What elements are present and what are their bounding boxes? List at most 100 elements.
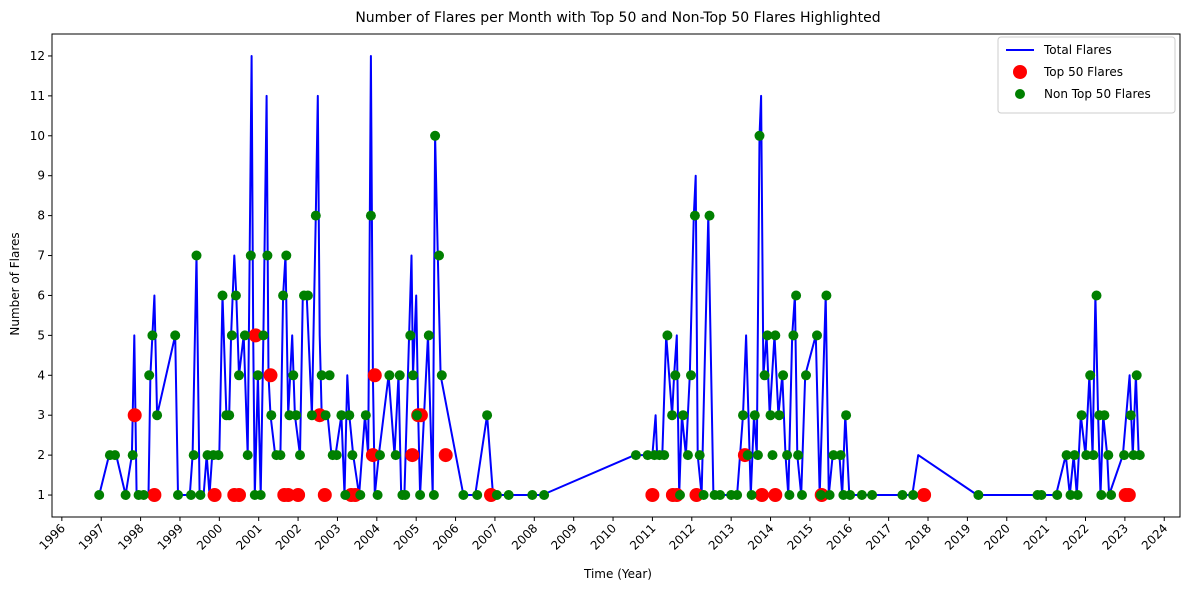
- non-top50-flare-point: [428, 490, 439, 500]
- non-top50-flare-point: [1088, 450, 1099, 461]
- non-top50-flare-point: [835, 450, 846, 461]
- non-top50-flare-point: [1061, 450, 1072, 461]
- non-top50-flare-point: [815, 490, 826, 500]
- legend: Total Flares Top 50 Flares Non Top 50 Fl…: [997, 36, 1176, 114]
- y-tick-label: 6: [37, 288, 45, 302]
- non-top50-flare-point: [897, 490, 908, 500]
- non-top50-flare-point: [845, 490, 856, 500]
- non-top50-flare-point: [752, 450, 763, 461]
- non-top50-flare-point: [415, 490, 426, 500]
- non-top50-flare-point: [482, 410, 493, 421]
- top50-flare-point: [127, 408, 142, 423]
- non-top50-flare-point: [239, 330, 250, 341]
- non-top50-flare-point: [94, 490, 105, 500]
- non-top50-flare-point: [784, 490, 795, 500]
- non-top50-flare-point: [856, 490, 867, 500]
- non-top50-flare-point: [812, 330, 822, 341]
- y-tick-label: 8: [37, 209, 45, 223]
- non-top50-flare-point: [1072, 490, 1083, 500]
- non-top50-flare-point: [173, 490, 183, 500]
- top50-flare-point: [917, 488, 932, 502]
- non-top50-flare-point: [1081, 450, 1092, 461]
- non-top50-flare-point: [678, 410, 689, 421]
- non-top50-flare-point: [281, 250, 292, 261]
- non-top50-flare-point: [770, 330, 781, 341]
- top50-flare-point: [147, 488, 162, 502]
- non-top50-flare-point: [539, 490, 550, 500]
- y-tick-label: 11: [30, 89, 45, 103]
- non-top50-flare-point: [255, 490, 266, 500]
- y-tick-label: 12: [30, 49, 45, 63]
- legend-top50-swatch: [1013, 65, 1027, 79]
- non-top50-flare-point: [258, 330, 269, 341]
- non-top50-flare-point: [715, 490, 726, 500]
- non-top50-flare-point: [1134, 450, 1145, 461]
- non-top50-flare-point: [245, 250, 256, 261]
- top50-flare-point: [317, 488, 332, 502]
- top50-flare-point: [232, 488, 246, 502]
- non-top50-flare-point: [749, 410, 760, 421]
- non-top50-flare-point: [242, 450, 253, 461]
- non-top50-flare-point: [188, 450, 199, 461]
- non-top50-flare-point: [127, 450, 138, 461]
- x-axis-label: Time (Year): [583, 567, 652, 581]
- y-tick-label: 10: [30, 129, 45, 143]
- non-top50-flare-point: [821, 290, 832, 301]
- non-top50-flare-point: [686, 370, 696, 381]
- non-top50-flare-point: [170, 330, 181, 341]
- non-top50-flare-point: [732, 490, 743, 500]
- non-top50-flare-point: [670, 370, 681, 381]
- non-top50-flare-point: [423, 330, 434, 341]
- non-top50-flare-point: [302, 290, 313, 301]
- non-top50-flare-point: [1091, 290, 1102, 301]
- non-top50-flare-point: [698, 490, 709, 500]
- non-top50-flare-point: [275, 450, 286, 461]
- top50-flare-point: [1121, 488, 1136, 502]
- non-top50-flare-point: [746, 490, 757, 500]
- legend-label-non-top50: Non Top 50 Flares: [1044, 87, 1151, 101]
- non-top50-flare-point: [213, 450, 224, 461]
- non-top50-flare-point: [1069, 450, 1080, 461]
- chart-title: Number of Flares per Month with Top 50 a…: [355, 10, 880, 26]
- legend-box: [997, 36, 1176, 114]
- top50-flare-point: [689, 488, 704, 502]
- non-top50-flare-point: [224, 410, 235, 421]
- non-top50-flare-point: [1052, 490, 1063, 500]
- y-tick-label: 5: [37, 328, 45, 342]
- non-top50-flare-point: [472, 490, 483, 500]
- non-top50-flare-point: [630, 450, 641, 461]
- non-top50-flare-point: [147, 330, 158, 341]
- non-top50-flare-point: [365, 210, 376, 221]
- non-top50-flare-point: [230, 290, 241, 301]
- non-top50-flare-point: [1096, 490, 1107, 500]
- non-top50-flare-point: [503, 490, 514, 500]
- non-top50-flare-point: [316, 370, 327, 381]
- top50-flare-point: [405, 448, 420, 463]
- non-top50-flare-point: [336, 410, 347, 421]
- non-top50-flare-point: [384, 370, 395, 381]
- non-top50-flare-point: [704, 210, 715, 221]
- non-top50-flare-point: [742, 450, 753, 461]
- top50-flare-point: [365, 448, 380, 463]
- non-top50-flare-point: [226, 330, 237, 341]
- non-top50-flare-point: [458, 490, 469, 500]
- top50-flare-point: [438, 448, 453, 463]
- non-top50-flare-point: [390, 450, 401, 461]
- non-top50-flare-point: [372, 490, 383, 500]
- non-top50-flare-point: [759, 370, 770, 381]
- non-top50-flare-point: [767, 450, 778, 461]
- non-top50-flare-point: [412, 410, 422, 421]
- non-top50-flare-point: [662, 330, 673, 341]
- non-top50-flare-point: [682, 450, 693, 461]
- non-top50-flare-point: [436, 370, 447, 381]
- non-top50-flare-point: [234, 370, 244, 381]
- non-top50-flare-point: [217, 290, 228, 301]
- y-tick-label: 4: [37, 368, 45, 382]
- non-top50-flare-point: [797, 490, 807, 500]
- non-top50-flare-point: [689, 210, 700, 221]
- non-top50-flare-point: [738, 410, 748, 421]
- non-top50-flare-point: [408, 370, 418, 381]
- total-flares-series: [98, 55, 1140, 496]
